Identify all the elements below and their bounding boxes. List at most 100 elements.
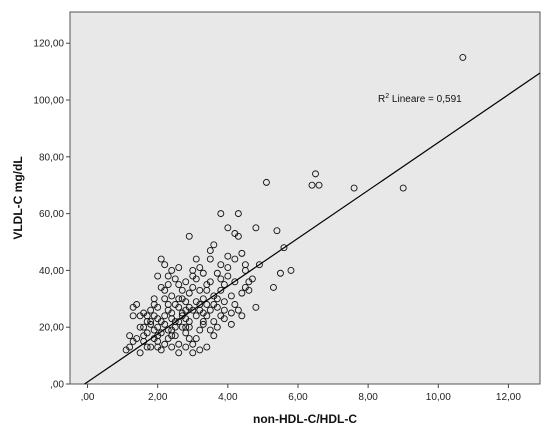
data-point — [227, 320, 235, 328]
data-point — [213, 323, 221, 331]
data-point — [199, 295, 207, 303]
y-axis-title: VLDL-C mg/dL — [11, 156, 25, 239]
data-point — [220, 298, 228, 306]
data-point — [199, 269, 207, 277]
data-point — [175, 264, 183, 272]
data-point — [203, 343, 211, 351]
data-point — [206, 247, 214, 254]
data-point — [308, 181, 316, 189]
data-point — [161, 295, 169, 303]
data-point — [217, 275, 225, 283]
data-point — [280, 244, 288, 252]
data-point — [147, 306, 155, 314]
data-point — [171, 301, 179, 308]
data-point — [315, 181, 323, 189]
data-point — [234, 232, 242, 240]
data-point — [269, 284, 277, 291]
data-point — [133, 335, 141, 343]
data-point — [399, 184, 407, 192]
data-point — [231, 301, 239, 308]
data-point — [196, 346, 204, 354]
x-tick-label: 6,00 — [288, 392, 308, 403]
data-point — [273, 227, 281, 235]
data-point — [164, 272, 172, 280]
data-point — [234, 306, 242, 314]
y-tick-label: ,00 — [50, 380, 64, 391]
data-point — [182, 343, 190, 351]
data-point — [224, 264, 232, 272]
data-point — [126, 332, 134, 340]
data-point — [175, 340, 183, 348]
x-tick-label: 8,00 — [358, 392, 378, 403]
data-point — [154, 272, 162, 280]
data-point — [196, 306, 204, 314]
data-point — [227, 309, 235, 317]
data-point — [164, 281, 172, 289]
data-point — [147, 318, 155, 325]
data-point — [175, 281, 183, 289]
y-tick-label: 80,00 — [39, 152, 64, 163]
data-point — [217, 261, 225, 269]
data-point — [234, 210, 242, 218]
data-point — [168, 343, 176, 351]
data-point — [164, 306, 172, 314]
data-point — [210, 241, 218, 249]
data-point — [192, 312, 200, 320]
data-point — [203, 281, 211, 289]
data-point — [122, 346, 130, 354]
data-point — [129, 303, 137, 311]
data-point — [459, 53, 467, 61]
x-axis-title: non-HDL-C/HDL-C — [253, 412, 357, 426]
data-point — [178, 286, 186, 294]
data-point — [196, 326, 204, 334]
data-point — [224, 272, 232, 280]
data-point — [140, 323, 148, 331]
data-point — [129, 312, 137, 320]
data-point — [238, 312, 246, 320]
data-point — [147, 320, 155, 328]
data-point — [231, 278, 239, 286]
data-point — [252, 303, 260, 311]
data-point — [178, 323, 186, 331]
data-point — [161, 286, 169, 294]
axis-ticks: ,00 2,00 4,00 6,00 8,00 10,00 12,00 ,00 20,00 40,… — [33, 39, 521, 403]
data-point — [171, 332, 179, 340]
y-tick-label: 40,00 — [39, 266, 64, 277]
y-tick-label: 60,00 — [39, 209, 64, 220]
data-point — [206, 326, 214, 334]
data-point — [185, 289, 193, 297]
data-point — [150, 326, 158, 334]
data-point — [210, 332, 218, 340]
data-point — [143, 312, 151, 320]
data-point — [143, 343, 151, 351]
data-point — [182, 323, 190, 331]
data-point — [178, 295, 186, 303]
data-point — [168, 266, 176, 274]
data-point — [238, 249, 246, 257]
data-point — [168, 315, 176, 323]
data-point — [248, 275, 256, 283]
data-point — [199, 320, 207, 328]
data-point — [231, 255, 239, 263]
data-point — [189, 272, 197, 280]
data-point — [217, 210, 225, 218]
data-point — [161, 340, 169, 348]
data-point — [224, 224, 232, 232]
data-point — [182, 278, 190, 286]
x-tick-label: 10,00 — [426, 392, 451, 403]
data-point — [185, 323, 193, 331]
data-point — [175, 349, 183, 357]
data-point — [192, 255, 200, 263]
data-point — [224, 252, 232, 260]
data-point — [210, 301, 218, 308]
data-point — [185, 232, 193, 240]
data-point — [206, 306, 214, 314]
data-point — [161, 261, 169, 269]
data-point — [168, 332, 176, 340]
data-point — [192, 335, 200, 343]
data-point — [189, 284, 197, 291]
regression-line — [84, 72, 541, 385]
data-point — [175, 295, 183, 303]
y-tick-label: 100,00 — [33, 96, 64, 107]
